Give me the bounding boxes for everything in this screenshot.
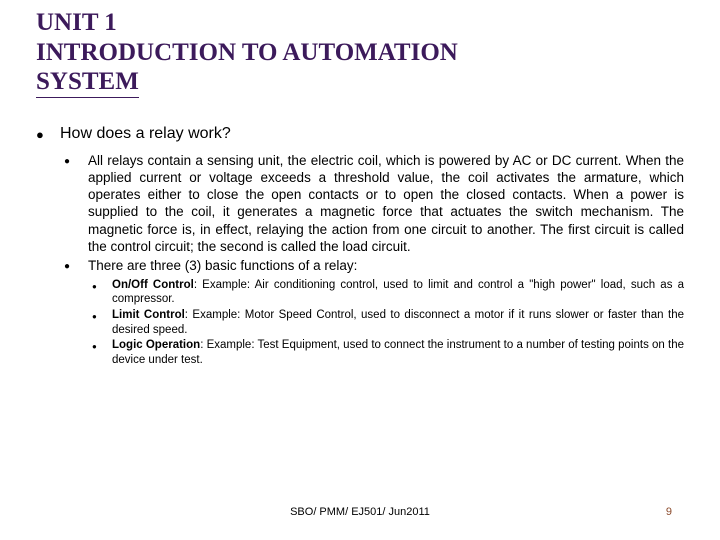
- function-item-3: ● Logic Operation: Example: Test Equipme…: [92, 338, 684, 367]
- bullet-icon: ●: [64, 257, 88, 274]
- function-item-2: ● Limit Control: Example: Motor Speed Co…: [92, 308, 684, 337]
- slide-title: UNIT 1 INTRODUCTION TO AUTOMATION SYSTEM: [36, 8, 684, 98]
- paragraph-1-text: All relays contain a sensing unit, the e…: [88, 152, 684, 256]
- function-item-1: ● On/Off Control: Example: Air condition…: [92, 278, 684, 307]
- title-line-2: INTRODUCTION TO AUTOMATION: [36, 39, 458, 66]
- level3-group: ● On/Off Control: Example: Air condition…: [92, 278, 684, 368]
- bullet-icon: ●: [92, 338, 112, 352]
- function-2-desc: : Example: Motor Speed Control, used to …: [112, 309, 684, 336]
- title-line-1: UNIT 1: [36, 9, 117, 36]
- paragraph-2: ● There are three (3) basic functions of…: [64, 257, 684, 274]
- heading-bullet: ● How does a relay work?: [36, 124, 684, 144]
- slide-number: 9: [666, 506, 672, 518]
- function-3-name: Logic Operation: [112, 339, 200, 351]
- bullet-icon: ●: [64, 152, 88, 169]
- paragraph-1: ● All relays contain a sensing unit, the…: [64, 152, 684, 256]
- function-1-text: On/Off Control: Example: Air conditionin…: [112, 278, 684, 307]
- bullet-icon: ●: [92, 308, 112, 322]
- function-1-name: On/Off Control: [112, 279, 194, 291]
- footer-center: SBO/ PMM/ EJ501/ Jun2011: [290, 506, 430, 518]
- function-2-text: Limit Control: Example: Motor Speed Cont…: [112, 308, 684, 337]
- content-area: ● How does a relay work? ● All relays co…: [36, 124, 684, 368]
- function-1-desc: : Example: Air conditioning control, use…: [112, 279, 684, 306]
- function-3-text: Logic Operation: Example: Test Equipment…: [112, 338, 684, 367]
- paragraph-2-text: There are three (3) basic functions of a…: [88, 257, 357, 274]
- title-line-3: SYSTEM: [36, 67, 139, 98]
- bullet-icon: ●: [92, 278, 112, 292]
- slide-footer: SBO/ PMM/ EJ501/ Jun2011 9: [0, 506, 720, 518]
- level2-group: ● All relays contain a sensing unit, the…: [64, 152, 684, 368]
- bullet-icon: ●: [36, 124, 60, 144]
- heading-text: How does a relay work?: [60, 124, 231, 144]
- function-2-name: Limit Control: [112, 309, 185, 321]
